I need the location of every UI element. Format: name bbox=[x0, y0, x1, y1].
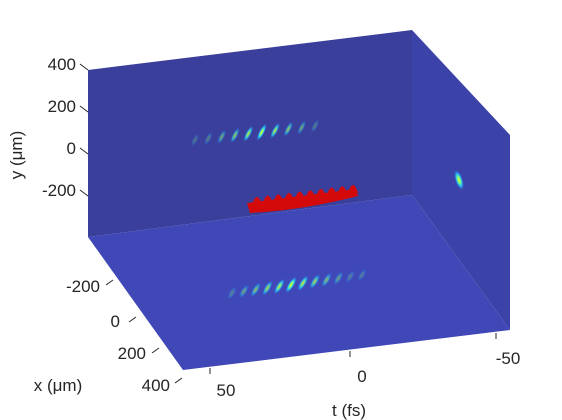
pulse-peak bbox=[227, 286, 237, 300]
pulse-peak bbox=[310, 118, 320, 134]
side-wall-projection bbox=[453, 169, 465, 191]
isosurface-lobe bbox=[348, 185, 358, 193]
pulse-peak bbox=[261, 280, 274, 297]
isosurface bbox=[247, 185, 358, 213]
pulse-peak bbox=[203, 131, 213, 146]
pulse-peak bbox=[345, 269, 356, 284]
axis-ticks bbox=[79, 63, 497, 384]
pulse-peak bbox=[297, 120, 307, 136]
pulse-peak bbox=[217, 129, 227, 145]
pulse-peak bbox=[273, 278, 286, 295]
x-tick-label: 0 bbox=[111, 312, 120, 331]
t-axis-label: t (fs) bbox=[332, 401, 366, 420]
pulse-peak bbox=[285, 276, 298, 294]
isosurface-lobe bbox=[337, 186, 348, 195]
pulse-peak bbox=[250, 282, 261, 298]
y-tick-label: 400 bbox=[48, 55, 76, 74]
isosurface-lobe bbox=[326, 187, 337, 196]
y-tick-label: 0 bbox=[67, 139, 76, 158]
t-tick-label: 0 bbox=[357, 367, 366, 386]
isosurface-lobe bbox=[284, 193, 294, 201]
pulse-peak bbox=[283, 121, 294, 138]
spot-peak bbox=[453, 169, 465, 191]
pulse-peak bbox=[333, 271, 344, 286]
isosurface-lobe bbox=[316, 189, 326, 197]
pulse-peak bbox=[256, 123, 267, 142]
pulse-peak bbox=[243, 125, 254, 143]
isosurface-lobe bbox=[305, 190, 316, 199]
isosurface-lobe bbox=[294, 191, 305, 200]
isosurface-lobe bbox=[273, 194, 284, 203]
x-tick-label: 400 bbox=[142, 376, 170, 395]
pulse-peak bbox=[297, 274, 309, 292]
isosurface-lobe bbox=[252, 197, 262, 205]
y-tick-label: -200 bbox=[42, 181, 76, 200]
pulse-peak bbox=[309, 273, 321, 290]
pulse-peak bbox=[230, 127, 240, 144]
t-tick-label: -50 bbox=[496, 349, 521, 368]
x-tick-label: -200 bbox=[66, 277, 100, 296]
y-tick-label: 200 bbox=[48, 97, 76, 116]
pulse-peak bbox=[321, 272, 332, 288]
isosurface-lobe bbox=[262, 195, 273, 204]
y-axis-label: y (μm) bbox=[7, 131, 26, 180]
pulse-peak bbox=[269, 122, 281, 140]
pulse-peak bbox=[238, 284, 249, 299]
floor-projection bbox=[227, 268, 367, 300]
floor-panel bbox=[88, 195, 510, 370]
x-tick-label: 200 bbox=[118, 344, 146, 363]
t-tick-label: 50 bbox=[217, 381, 236, 400]
pulse-peak bbox=[357, 268, 367, 282]
back-wall-projection bbox=[190, 118, 320, 147]
x-axis-label: x (μm) bbox=[34, 376, 83, 395]
pulse-peak bbox=[190, 133, 200, 147]
